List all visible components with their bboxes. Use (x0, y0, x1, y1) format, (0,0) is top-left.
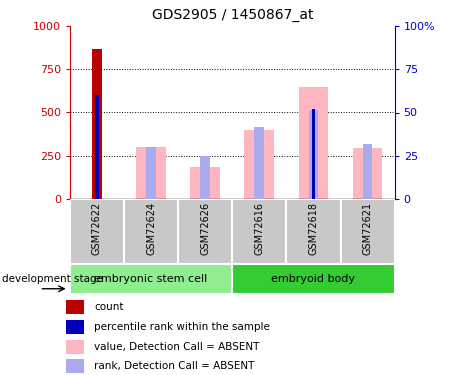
Bar (308, 110, 318, 199)
Bar (232, 264, 395, 294)
Title: GDS2905 / 1450867_at: GDS2905 / 1450867_at (152, 9, 313, 22)
Text: development stage: development stage (2, 274, 103, 284)
Text: rank, Detection Call = ABSENT: rank, Detection Call = ABSENT (94, 362, 254, 371)
Bar (146, 147, 156, 199)
Bar (363, 144, 373, 199)
Bar (244, 130, 274, 199)
Bar (312, 109, 315, 199)
Bar (124, 199, 178, 264)
Text: GSM72624: GSM72624 (146, 202, 156, 255)
Bar (299, 87, 328, 199)
Bar (66, 320, 84, 334)
Bar (136, 147, 166, 199)
Bar (70, 199, 124, 264)
Text: embryonic stem cell: embryonic stem cell (94, 274, 208, 284)
Text: count: count (94, 302, 124, 312)
Bar (254, 127, 264, 199)
Bar (95, 95, 99, 199)
Bar (66, 300, 84, 314)
Bar (66, 340, 84, 354)
Text: GSM72621: GSM72621 (363, 202, 373, 255)
Text: GSM72626: GSM72626 (200, 202, 210, 255)
Bar (66, 359, 84, 374)
Bar (70, 264, 232, 294)
Bar (232, 199, 286, 264)
Text: value, Detection Call = ABSENT: value, Detection Call = ABSENT (94, 342, 259, 352)
Bar (286, 199, 341, 264)
Text: GSM72616: GSM72616 (254, 202, 264, 255)
Text: GSM72618: GSM72618 (308, 202, 318, 255)
Text: percentile rank within the sample: percentile rank within the sample (94, 322, 270, 332)
Bar (200, 156, 210, 199)
Text: embryoid body: embryoid body (272, 274, 355, 284)
Text: GSM72622: GSM72622 (92, 202, 102, 255)
Bar (92, 49, 102, 199)
Bar (341, 199, 395, 264)
Bar (353, 148, 382, 199)
Bar (190, 167, 220, 199)
Bar (178, 199, 232, 264)
